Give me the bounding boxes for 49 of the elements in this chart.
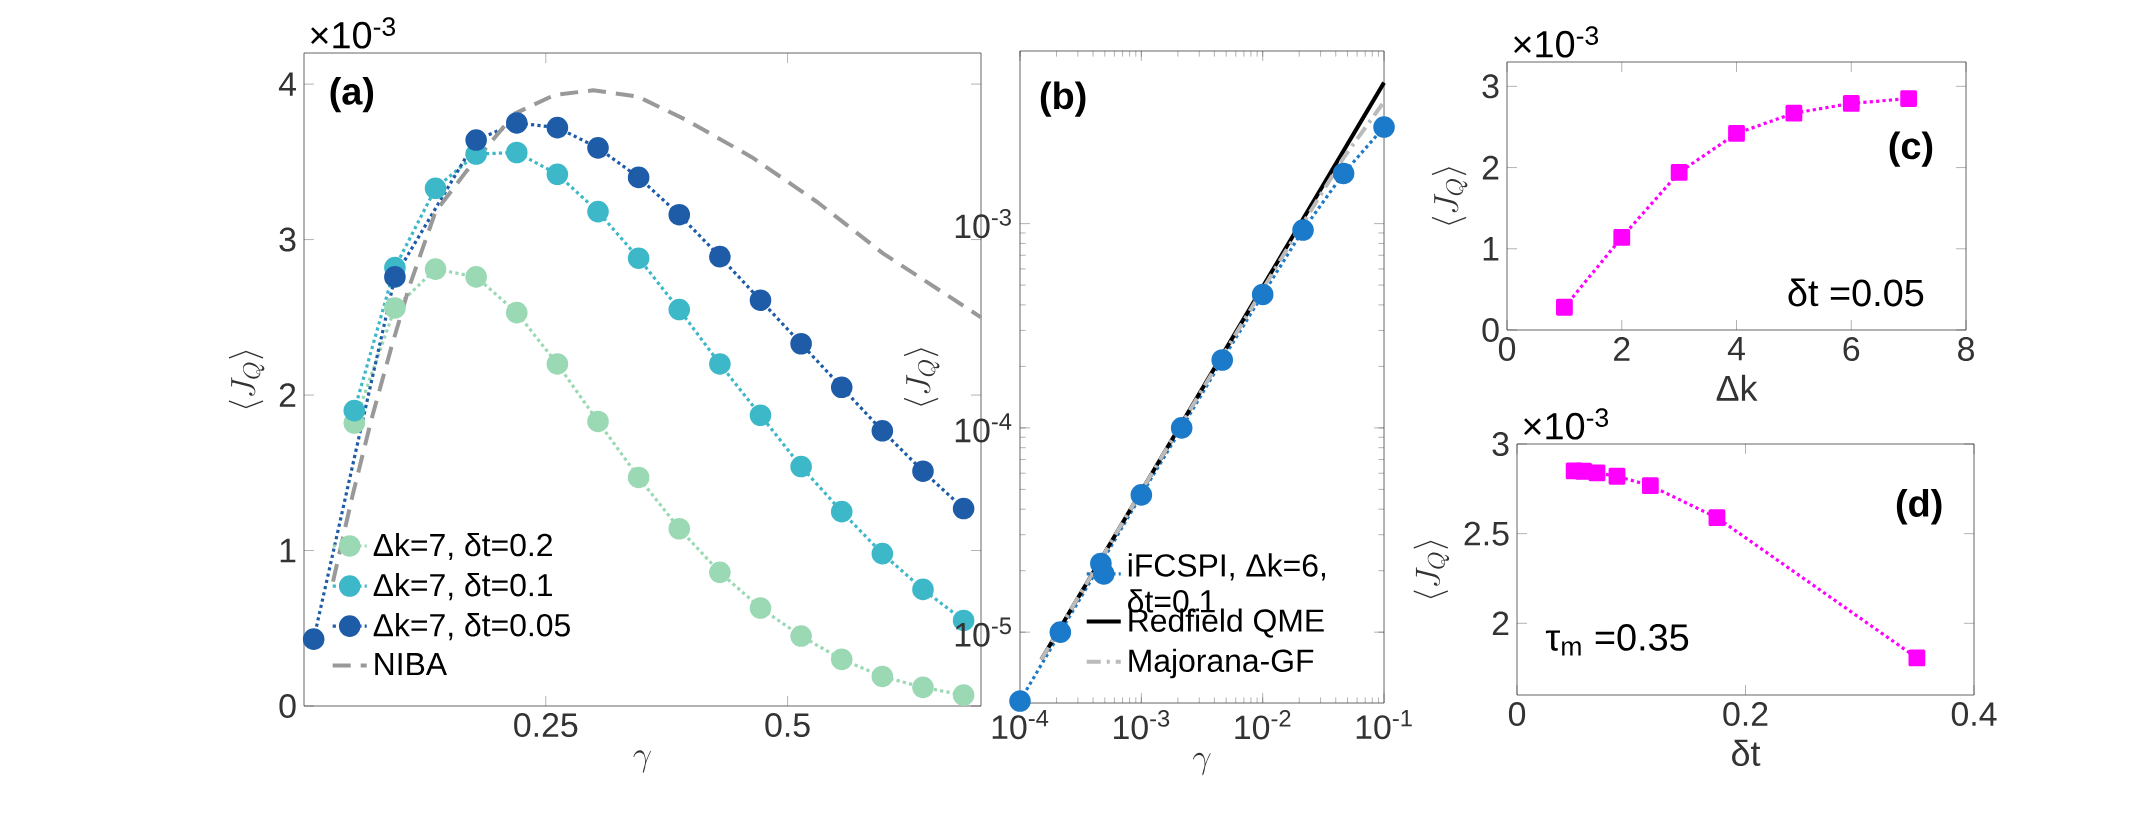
y-tick-label: 3: [1492, 432, 1509, 456]
x-tick-label: 8: [1958, 337, 1974, 362]
x-tick-label: 10$^{-2}$: [1235, 710, 1291, 740]
y-tick-label: 10$^{-5}$: [955, 617, 1011, 647]
text: ×10$^{-3}$: [1524, 408, 1609, 440]
annotation: (a): [330, 76, 374, 113]
x-tick-label: 10$^{-4}$: [992, 710, 1049, 740]
annotation: τ$_{m}$ =0.35: [1545, 623, 1689, 656]
legend-label: Δk=7, δt=0.05: [373, 613, 570, 641]
x-axis-title: $\gamma$: [1192, 752, 1211, 776]
legend-label: Δk=7, δt=0.1: [373, 573, 552, 601]
x-tick-label: 0.2: [1723, 702, 1768, 727]
x-tick-label: 2: [1614, 337, 1630, 361]
x-tick-label: 6: [1843, 337, 1860, 362]
text: ×10$^{-3}$: [1514, 26, 1599, 58]
x-tick-label: 10$^{-1}$: [1356, 710, 1412, 740]
y-tick-label: 3: [279, 227, 296, 252]
y-tick-label: 3: [1482, 74, 1499, 99]
y-tick-label: 4: [278, 72, 296, 96]
x-tick-label: 10$^{-3}$: [1114, 710, 1170, 740]
y-axis-title: $\langle J_Q \rangle$: [228, 350, 265, 409]
x-tick-label: 0.4: [1951, 702, 1997, 727]
annotation: (c): [1889, 131, 1933, 167]
y-tick-label: 2: [1482, 155, 1499, 180]
y-tick-label: 10$^{-3}$: [955, 208, 1011, 239]
y-tick-label: 2.5: [1464, 521, 1509, 546]
legend-label: NIBA: [375, 653, 448, 676]
y-axis-title: $\langle J_Q \rangle$: [1431, 167, 1468, 225]
x-axis-title: Δk: [1716, 374, 1758, 401]
annotation: (b): [1040, 81, 1086, 117]
annotation: (d): [1896, 489, 1942, 525]
x-axis-title: $\gamma$: [633, 750, 652, 773]
x-axis-title: δt: [1732, 739, 1761, 767]
y-tick-label: 10$^{-4}$: [955, 413, 1012, 443]
y-tick-label: 2: [279, 383, 296, 407]
y-tick-label: 1: [280, 538, 296, 563]
x-tick-label: 4: [1727, 337, 1745, 361]
annotation: δt =0.05: [1788, 278, 1924, 307]
x-tick-label: 0.25: [514, 713, 578, 738]
x-tick-label: 0: [1508, 702, 1526, 727]
y-axis-title: $\langle J_Q \rangle$: [903, 348, 940, 406]
y-tick-label: 0: [1482, 318, 1499, 342]
legend-label: Majorana-GF: [1129, 648, 1314, 679]
legend-label: Δk=7, δt=0.2: [373, 532, 552, 561]
y-axis-title: $\langle J_Q \rangle$: [1413, 540, 1450, 599]
text: ×10$^{-3}$: [311, 17, 396, 49]
y-tick-label: 2: [1492, 611, 1509, 636]
x-tick-label: 0.5: [765, 713, 810, 738]
y-tick-label: 1: [1483, 237, 1499, 261]
